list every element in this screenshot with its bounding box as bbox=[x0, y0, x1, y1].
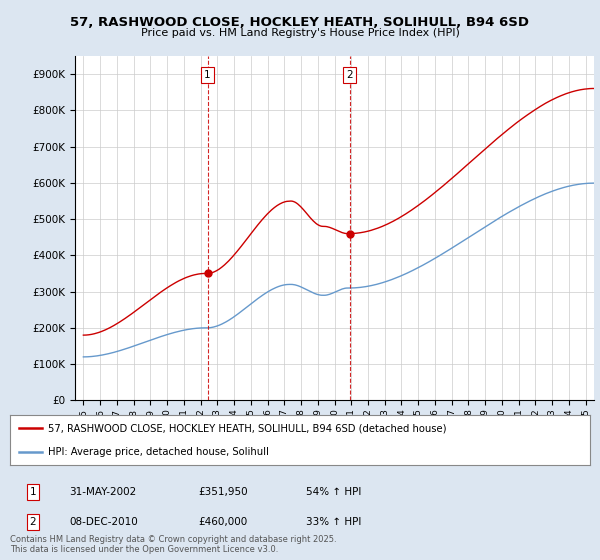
Text: 57, RASHWOOD CLOSE, HOCKLEY HEATH, SOLIHULL, B94 6SD (detached house): 57, RASHWOOD CLOSE, HOCKLEY HEATH, SOLIH… bbox=[48, 423, 446, 433]
Text: HPI: Average price, detached house, Solihull: HPI: Average price, detached house, Soli… bbox=[48, 447, 269, 458]
Text: Contains HM Land Registry data © Crown copyright and database right 2025.
This d: Contains HM Land Registry data © Crown c… bbox=[10, 535, 337, 554]
Text: £351,950: £351,950 bbox=[198, 487, 248, 497]
Text: 1: 1 bbox=[29, 487, 37, 497]
Text: 2: 2 bbox=[29, 517, 37, 527]
Text: 31-MAY-2002: 31-MAY-2002 bbox=[69, 487, 136, 497]
Text: 54% ↑ HPI: 54% ↑ HPI bbox=[306, 487, 361, 497]
Text: 1: 1 bbox=[204, 70, 211, 80]
Text: £460,000: £460,000 bbox=[198, 517, 247, 527]
Text: 57, RASHWOOD CLOSE, HOCKLEY HEATH, SOLIHULL, B94 6SD: 57, RASHWOOD CLOSE, HOCKLEY HEATH, SOLIH… bbox=[71, 16, 530, 29]
Text: Price paid vs. HM Land Registry's House Price Index (HPI): Price paid vs. HM Land Registry's House … bbox=[140, 28, 460, 38]
Text: 2: 2 bbox=[347, 70, 353, 80]
Text: 33% ↑ HPI: 33% ↑ HPI bbox=[306, 517, 361, 527]
Text: 08-DEC-2010: 08-DEC-2010 bbox=[69, 517, 138, 527]
